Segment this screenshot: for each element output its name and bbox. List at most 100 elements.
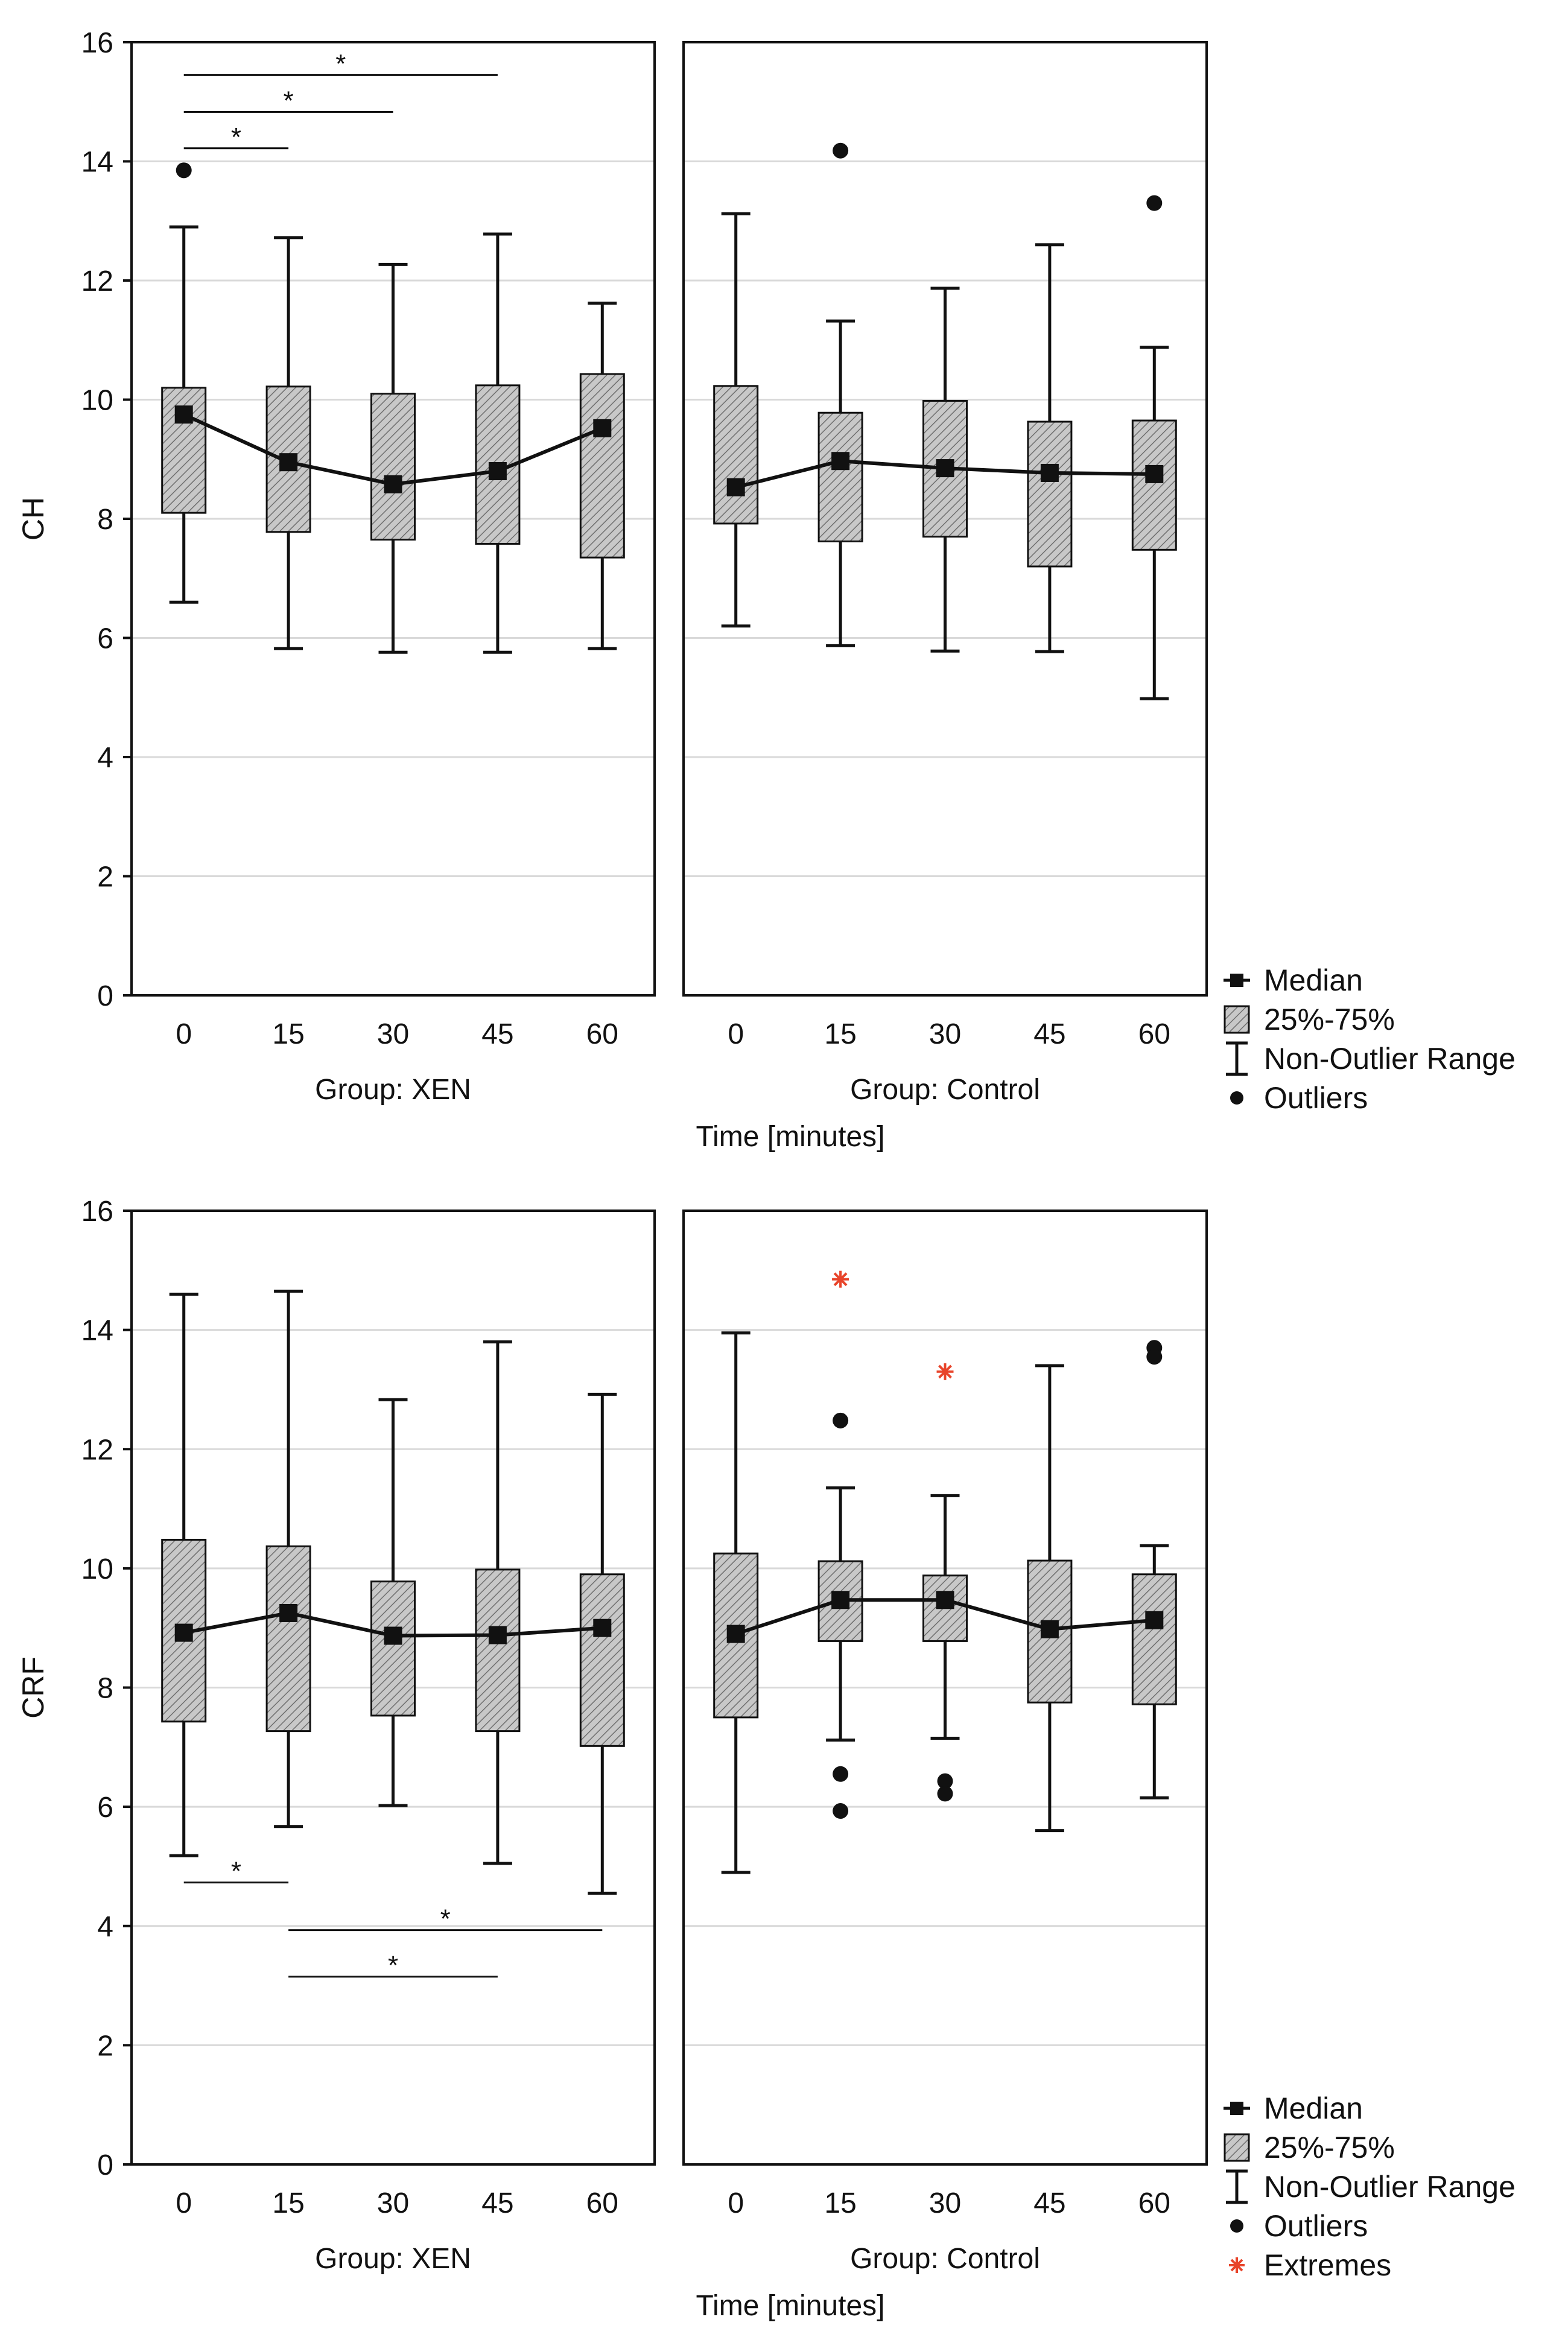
chart-ch: CH 0 2 4 6 8 10 12 14 16 * * * 0 15 30 45 60 Group: XEN 0 15… [16,27,1516,1153]
median-marker [1040,1620,1059,1638]
median-marker [593,1619,612,1637]
y-tick-label: 2 [97,2030,113,2062]
iqr-box [370,393,416,541]
box-30 [922,1363,968,1802]
significance-marker: * [284,86,294,116]
outlier-point [937,1786,953,1802]
significance-marker: * [231,1857,241,1886]
y-tick-label: 8 [97,1673,113,1705]
y-tick-label: 14 [81,147,113,179]
x-tick-label: 45 [1033,2187,1065,2219]
box-15 [265,236,311,650]
panel-frame [682,1210,1208,2166]
median-marker [936,459,954,478]
panel-xen: * * * 0 15 30 45 60 Group: XEN [123,1210,656,2275]
legend-symbol [1224,2133,1250,2162]
median-marker [279,453,298,472]
median-marker [174,405,193,424]
x-tick-label: 0 [728,1018,744,1050]
box-0 [713,1331,759,1874]
legend-label: Median [1264,2091,1363,2125]
iqr-box [579,373,625,559]
outlier-point [1146,1349,1163,1365]
x-tick-label: 15 [272,2187,304,2219]
outlier-point [937,1773,953,1789]
median-marker [936,1591,954,1609]
legend-label: Non-Outlier Range [1264,1042,1516,1076]
iqr-box [265,1545,311,1733]
box-45 [1027,243,1073,653]
outlier-point [833,1803,849,1819]
x-tick-label: 30 [929,1018,961,1050]
x-tick-label: 30 [377,2187,409,2219]
x-tick-label: 30 [377,1018,409,1050]
median-marker [726,1625,745,1643]
median-marker [1145,1611,1164,1629]
box-15 [817,1270,863,1819]
panel-label: Group: XEN [315,1074,471,1106]
y-tick-label: 12 [81,265,113,297]
panel-label: Group: Control [850,1074,1040,1106]
box-45 [1027,1364,1073,1833]
x-tick-label: 0 [176,2187,192,2219]
box-0 [161,162,207,604]
legend-label: Non-Outlier Range [1264,2170,1516,2204]
x-axis-label: Time [minutes] [696,2290,885,2322]
legend-symbol [1226,2169,1248,2204]
iqr-box [713,385,759,525]
panel-control: 0 15 30 45 60 Group: Control [682,41,1208,1106]
iqr-box [1131,419,1177,551]
x-tick-label: 60 [586,2187,618,2219]
significance-marker: * [388,1951,398,1980]
x-tick-label: 0 [728,2187,744,2219]
box-30 [370,1398,416,1807]
chart-crf: CRF 0 2 4 6 8 10 12 14 16 * * * 0 15 30 45 60 Group: XEN 0 1… [16,1196,1516,2322]
x-tick-label: 30 [929,2187,961,2219]
significance-marker: * [231,122,241,152]
y-tick-label: 6 [97,623,113,655]
iqr-box [475,1568,521,1733]
box-60 [579,1392,625,1895]
y-tick-label: 6 [97,1792,113,1824]
panel-control: 0 15 30 45 60 Group: Control [682,1210,1208,2275]
x-tick-label: 15 [824,2187,856,2219]
legend-symbol [1230,2219,1243,2233]
median-marker [831,452,850,471]
panel-frame [682,41,1208,997]
extreme-point [832,1270,849,1288]
box-60 [1131,195,1177,700]
x-tick-label: 0 [176,1018,192,1050]
legend: Median 25%-75% Non-Outlier Range Outliers [1224,963,1516,1115]
y-tick-label: 0 [97,980,113,1012]
outlier-point [176,162,192,179]
legend-label: Outliers [1264,2209,1368,2243]
y-tick-label: 14 [81,1315,113,1347]
iqr-box [579,1573,625,1747]
box-60 [1131,1340,1177,1799]
legend-label: Median [1264,963,1363,997]
legend-label: Extremes [1264,2248,1391,2282]
iqr-box [370,1580,416,1717]
median-marker [279,1603,298,1622]
legend-label: 25%-75% [1264,1003,1395,1036]
y-tick-label: 4 [97,742,113,774]
x-axis-label: Time [minutes] [696,1121,885,1153]
box-0 [713,212,759,628]
y-tick-label: 10 [81,385,113,417]
outlier-point [833,1412,849,1428]
y-tick-label: 8 [97,504,113,536]
y-tick-label: 2 [97,861,113,893]
x-tick-label: 60 [586,1018,618,1050]
legend-symbol [1224,2102,1250,2115]
y-tick-label: 12 [81,1434,113,1466]
legend-symbol [1230,1091,1243,1105]
box-30 [370,262,416,654]
x-tick-label: 60 [1138,2187,1170,2219]
median-marker [488,1626,507,1644]
outlier-point [833,1766,849,1782]
y-tick-label: 16 [81,27,113,59]
outlier-point [833,142,849,159]
legend-label: Outliers [1264,1081,1368,1115]
extreme-point [936,1363,954,1380]
